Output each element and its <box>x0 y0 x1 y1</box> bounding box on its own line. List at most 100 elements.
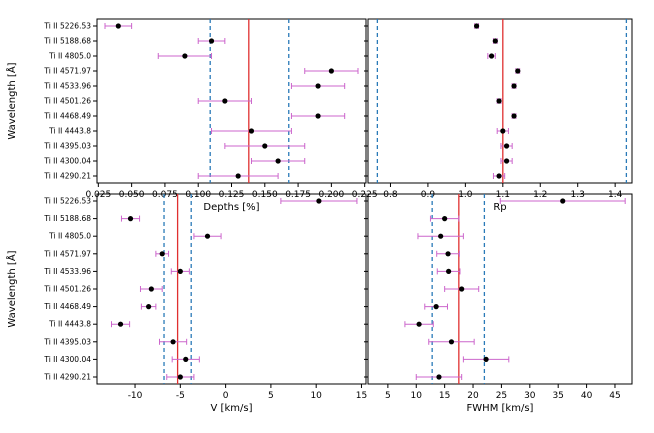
rp-xtick-label: 0.8 <box>383 190 398 200</box>
fwhm-xtick-label: 30 <box>524 391 536 401</box>
depths-xtick-label: 0.100 <box>185 190 211 200</box>
depths-xtick-label: 0.050 <box>119 190 145 200</box>
depths-data-point <box>315 83 321 89</box>
depths-xtick-label: 0.200 <box>318 190 344 200</box>
rp-xtick-label: 1.1 <box>496 190 510 200</box>
rp-data-point <box>473 23 480 29</box>
depths-xtick-label: 0.225 <box>352 190 378 200</box>
depths-ylabel: Wavelength [Å] <box>5 62 18 139</box>
depths-data-point <box>248 128 255 134</box>
velocity-data-point <box>170 339 176 345</box>
depths-data-point <box>262 143 268 149</box>
velocity-data-point <box>316 198 322 204</box>
rp-data-point <box>511 113 517 119</box>
depths-xtick-label: 0.150 <box>252 190 278 200</box>
velocity-data-point <box>159 251 165 257</box>
depths-xtick-label: 0.075 <box>152 190 178 200</box>
panel-velocity: -10 -5 0 5 10 15 Ti II 5226.53 Ti II 5188.68 Ti … <box>5 193 367 414</box>
rp-data-point <box>503 158 510 164</box>
fwhm-data-point <box>416 321 422 327</box>
velocity-ytick-label: Ti II 4290.21 <box>43 373 91 382</box>
fwhm-data-point <box>560 198 566 204</box>
panel-rp: 0.8 0.9 1.0 1.1 1.2 1.3 1.4 Rp <box>364 18 633 213</box>
rp-data-point <box>488 53 495 59</box>
rp-xtick-label: 1.4 <box>608 190 623 200</box>
fwhm-xtick-label: 20 <box>467 391 479 401</box>
velocity-ytick-label: Ti II 4501.26 <box>43 285 91 294</box>
fwhm-xtick-label: 5 <box>385 391 391 401</box>
depths-ytick-label: Ti II 4290.21 <box>43 172 91 181</box>
fwhm-xtick-label: 25 <box>496 391 507 401</box>
velocity-xtick-label: 10 <box>310 391 322 401</box>
depths-data-point <box>235 173 241 179</box>
panel-depths: 0.025 0.050 0.075 0.100 0.125 0.150 0.175 0.200… <box>5 18 378 213</box>
velocity-frame <box>96 193 367 385</box>
depths-data-point <box>328 68 334 74</box>
depths-ytick-label: Ti II 4533.96 <box>43 82 91 91</box>
velocity-xtick-label: 5 <box>268 391 274 401</box>
velocity-data-point <box>177 268 183 274</box>
depths-xlabel: Depths [%] <box>203 202 259 213</box>
velocity-xtick-label: -10 <box>128 391 143 401</box>
fwhm-xtick-label: 15 <box>439 391 450 401</box>
rp-data-point <box>511 83 517 89</box>
rp-data-point <box>515 68 521 74</box>
rp-xtick-label: 1.3 <box>571 190 585 200</box>
depths-ytick-label: Ti II 5188.68 <box>43 37 91 46</box>
fwhm-data-point <box>445 251 451 257</box>
fwhm-xtick-label: 40 <box>581 391 593 401</box>
rp-data-point <box>496 98 502 104</box>
depths-ytick-label: Ti II 4501.26 <box>43 97 91 106</box>
velocity-data-point <box>146 304 152 310</box>
fwhm-frame <box>367 193 633 385</box>
rp-xtick-label: 1.0 <box>458 190 473 200</box>
depths-ytick-label: Ti II 4468.49 <box>43 112 91 121</box>
depths-data-point <box>275 158 281 164</box>
fwhm-xlabel: FWHM [km/s] <box>467 403 534 414</box>
fwhm-data-point <box>433 304 439 310</box>
panel-fwhm: 5 10 15 20 25 30 35 40 45 FWHM [km/s] <box>364 193 633 414</box>
depths-data-point <box>222 98 228 104</box>
velocity-ylabel: Wavelength [Å] <box>5 250 18 327</box>
fwhm-data-point <box>438 233 444 239</box>
depths-ytick-label: Ti II 4443.8 <box>48 127 91 136</box>
depths-xtick-label: 0.175 <box>285 190 311 200</box>
velocity-ytick-label: Ti II 4805.0 <box>48 232 91 241</box>
rp-data-point <box>496 173 502 179</box>
velocity-ytick-label: Ti II 4395.03 <box>43 337 91 346</box>
velocity-xtick-label: 0 <box>223 391 229 401</box>
fwhm-data-point <box>436 374 442 380</box>
depths-ytick-label: Ti II 4395.03 <box>43 142 91 151</box>
depths-ytick-label: Ti II 4805.0 <box>48 52 91 61</box>
rp-data-point <box>492 38 498 44</box>
depths-ytick-label: Ti II 5226.53 <box>43 22 91 31</box>
velocity-data-point <box>148 286 154 292</box>
fwhm-data-point <box>446 268 452 274</box>
velocity-ytick-label: Ti II 5226.53 <box>43 197 91 206</box>
depths-data-point <box>115 23 121 29</box>
depths-data-point <box>182 53 188 59</box>
fwhm-xtick-label: 10 <box>411 391 423 401</box>
velocity-xtick-label: -5 <box>176 391 185 401</box>
velocity-xtick-label: 15 <box>356 391 367 401</box>
velocity-ytick-label: Ti II 5188.68 <box>43 214 91 223</box>
depths-data-point <box>315 113 321 119</box>
fwhm-xtick-label: 35 <box>552 391 563 401</box>
velocity-data-point <box>117 321 124 327</box>
fwhm-xtick-label: 45 <box>609 391 620 401</box>
fwhm-data-point <box>442 216 448 222</box>
velocity-ytick-label: Ti II 4571.97 <box>43 249 91 258</box>
velocity-data-point <box>127 216 134 222</box>
depths-ytick-label: Ti II 4300.04 <box>43 157 91 166</box>
velocity-ytick-label: Ti II 4300.04 <box>43 355 91 364</box>
rp-xtick-label: 1.2 <box>533 190 547 200</box>
velocity-data-point <box>177 374 183 380</box>
velocity-xlabel: V [km/s] <box>211 403 253 414</box>
rp-xlabel: Rp <box>493 202 506 213</box>
depths-data-point <box>208 38 215 44</box>
depths-xtick-label: 0.025 <box>85 190 111 200</box>
fwhm-data-point <box>459 286 465 292</box>
rp-data-point <box>500 128 506 134</box>
rp-data-point <box>503 143 510 149</box>
